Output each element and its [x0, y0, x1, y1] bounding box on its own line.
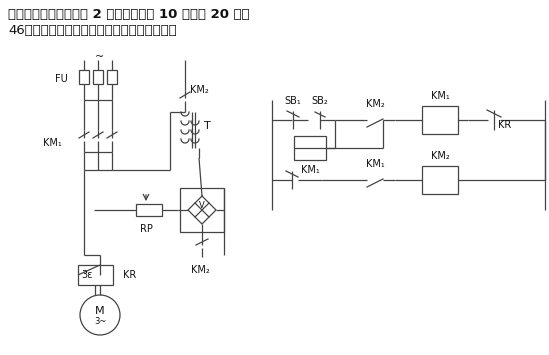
Text: 五、分析题：本大题共 2 小题，每小题 10 分，共 20 分。: 五、分析题：本大题共 2 小题，每小题 10 分，共 20 分。	[8, 8, 250, 21]
Text: 46．分析下图电路功能，并简述其工作原理。: 46．分析下图电路功能，并简述其工作原理。	[8, 24, 177, 37]
Bar	[180, 188, 224, 232]
Text: 3~: 3~	[94, 317, 106, 327]
Text: RP: RP	[139, 224, 153, 234]
Text: KR: KR	[498, 120, 511, 130]
Text: KM₂: KM₂	[430, 151, 450, 161]
Text: KM₂: KM₂	[190, 85, 209, 95]
Bar	[107, 70, 117, 84]
Text: KM₂: KM₂	[366, 99, 384, 109]
Text: ~: ~	[96, 52, 105, 62]
Text: M: M	[95, 306, 105, 316]
Text: KM₂: KM₂	[191, 265, 209, 275]
Text: SB₁: SB₁	[284, 96, 301, 106]
Text: KR: KR	[123, 270, 136, 280]
Bar	[78, 265, 113, 285]
Bar	[294, 136, 326, 160]
Bar	[93, 70, 103, 84]
Text: T: T	[204, 121, 211, 131]
Bar	[422, 166, 458, 194]
Text: 3ε: 3ε	[81, 270, 93, 280]
Bar	[422, 106, 458, 134]
Text: KM₁: KM₁	[366, 159, 384, 169]
Text: V: V	[199, 201, 205, 209]
Text: SB₂: SB₂	[312, 96, 328, 106]
Bar	[79, 70, 89, 84]
Text: KM₁: KM₁	[430, 91, 450, 101]
Text: KM₁: KM₁	[301, 165, 320, 175]
Text: KM₁: KM₁	[43, 138, 62, 148]
Bar	[136, 204, 162, 216]
Text: FU: FU	[55, 74, 68, 84]
